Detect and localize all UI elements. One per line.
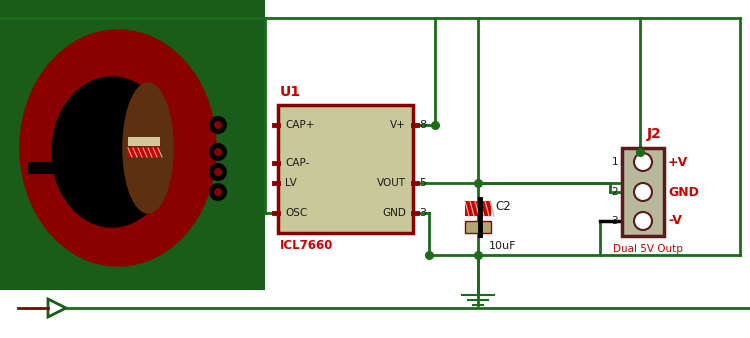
Text: 10uF: 10uF (489, 241, 517, 251)
Bar (28, 162, 70, 174)
Text: 3: 3 (611, 216, 618, 226)
Text: C2: C2 (495, 200, 511, 214)
Polygon shape (20, 30, 216, 266)
Bar (128, 137, 160, 146)
Circle shape (634, 153, 652, 171)
Text: CAP+: CAP+ (285, 120, 314, 130)
Text: ICL7660: ICL7660 (280, 239, 333, 252)
Bar (278, 105, 413, 233)
Text: U1: U1 (280, 85, 301, 99)
Circle shape (209, 183, 227, 201)
Text: -V: -V (668, 215, 682, 227)
Bar (0, 0, 265, 290)
Text: VOUT: VOUT (377, 178, 406, 188)
Bar (622, 148, 664, 236)
Text: 8: 8 (419, 120, 426, 130)
Text: +V: +V (668, 155, 688, 169)
Bar (465, 221, 491, 233)
Text: V+: V+ (390, 120, 406, 130)
Circle shape (634, 212, 652, 230)
Polygon shape (123, 83, 173, 213)
Text: 5: 5 (419, 178, 426, 188)
Circle shape (209, 116, 227, 134)
Text: CAP-: CAP- (285, 158, 309, 168)
Text: J2: J2 (647, 127, 662, 141)
Circle shape (214, 148, 222, 156)
Circle shape (214, 188, 222, 196)
Text: GND: GND (382, 208, 406, 218)
Bar (465, 201, 491, 216)
Bar (128, 148, 160, 157)
Text: 2: 2 (611, 187, 618, 197)
Circle shape (209, 143, 227, 161)
Polygon shape (52, 77, 172, 227)
Text: GND: GND (668, 186, 699, 198)
Text: 3: 3 (419, 208, 426, 218)
Circle shape (634, 183, 652, 201)
Circle shape (209, 163, 227, 181)
Text: Dual 5V Outp: Dual 5V Outp (613, 244, 683, 254)
Text: LV: LV (285, 178, 297, 188)
Text: OSC: OSC (285, 208, 308, 218)
Circle shape (214, 168, 222, 176)
Circle shape (214, 121, 222, 129)
Text: 1: 1 (611, 157, 618, 167)
